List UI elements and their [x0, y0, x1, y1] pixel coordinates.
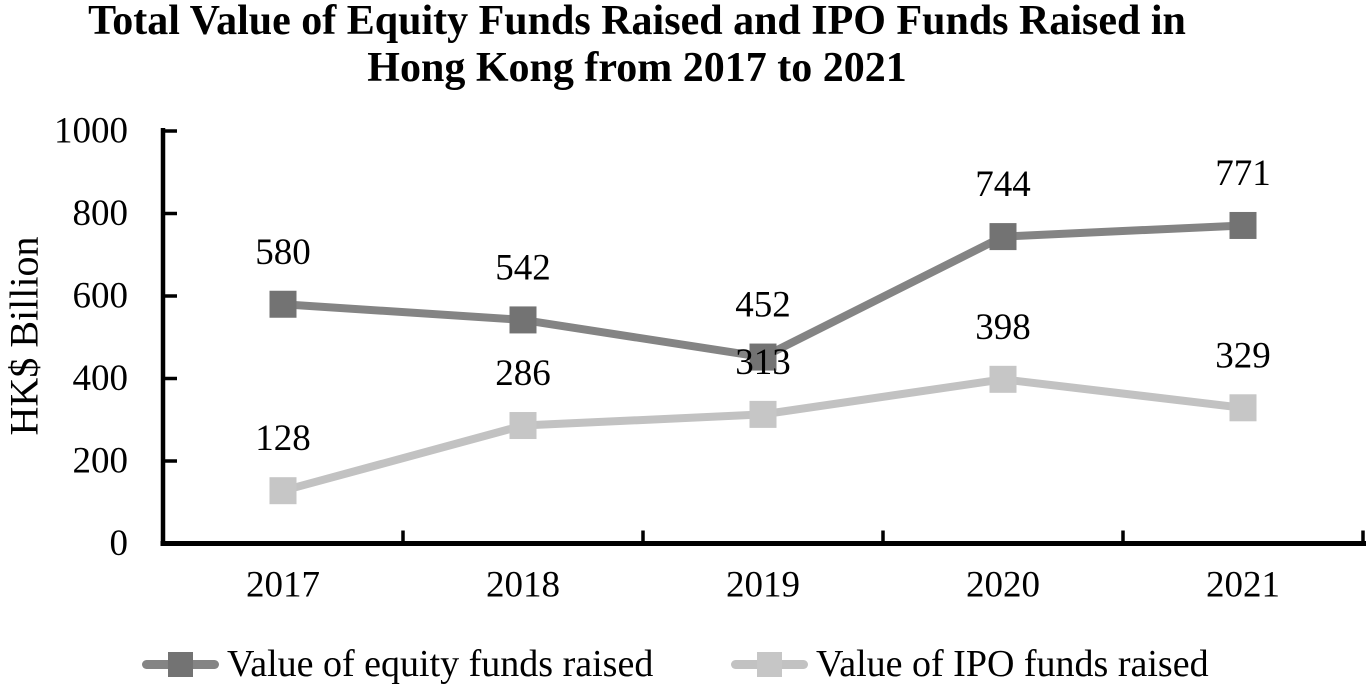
data-point-label: 542 — [495, 247, 551, 288]
y-tick-label: 1000 — [54, 111, 128, 152]
data-point-label: 329 — [1215, 335, 1271, 376]
chart-title-line2: Hong Kong from 2017 to 2021 — [367, 45, 907, 91]
y-axis-ticks: 0 200 400 600 800 1000 — [54, 111, 177, 564]
data-point-label: 398 — [975, 307, 1031, 348]
data-point-label: 313 — [735, 342, 791, 383]
data-point-label: 286 — [495, 353, 551, 394]
data-point-marker — [509, 306, 537, 334]
data-point-marker — [269, 290, 297, 318]
data-point-label: 580 — [255, 232, 311, 273]
x-tick-label: 2018 — [486, 565, 560, 606]
x-axis-ticks: 2017 2018 2019 2020 2021 — [246, 530, 1365, 606]
data-point-label: 771 — [1215, 153, 1271, 194]
legend-label-ipo-funds: Value of IPO funds raised — [816, 643, 1209, 685]
y-tick-label: 0 — [110, 523, 129, 564]
legend-item-equity-funds: Value of equity funds raised — [142, 641, 653, 687]
x-tick-label: 2021 — [1206, 565, 1280, 606]
data-point-marker — [749, 400, 777, 428]
y-tick-label: 400 — [73, 358, 129, 399]
data-point-marker — [989, 223, 1017, 251]
chart-title-line1: Total Value of Equity Funds Raised and I… — [88, 0, 1186, 44]
y-tick-label: 600 — [73, 276, 129, 317]
data-point-marker — [1229, 394, 1257, 422]
axes — [160, 128, 1366, 546]
x-tick-label: 2017 — [246, 565, 320, 606]
x-tick-label: 2020 — [966, 565, 1040, 606]
data-labels: 580 542 452 744 771 128 286 313 398 329 — [255, 153, 1271, 459]
data-point-label: 128 — [255, 418, 311, 459]
series-lines — [269, 211, 1257, 505]
chart-title: Total Value of Equity Funds Raised and I… — [0, 0, 1274, 92]
data-point-marker — [1229, 211, 1257, 239]
legend-label-equity-funds: Value of equity funds raised — [227, 643, 654, 685]
data-point-label: 452 — [735, 285, 791, 326]
data-point-marker — [509, 412, 537, 440]
legend: Value of equity funds raised Value of IP… — [0, 641, 1368, 687]
data-point-marker — [989, 365, 1017, 393]
y-tick-label: 200 — [73, 441, 129, 482]
data-point-marker — [269, 477, 297, 505]
legend-marker-ipo-icon — [731, 651, 808, 678]
data-point-marker — [749, 343, 777, 371]
series-line — [281, 375, 1244, 495]
legend-item-ipo-funds: Value of IPO funds raised — [731, 641, 1209, 687]
x-tick-label: 2019 — [726, 565, 800, 606]
legend-marker-equity-icon — [142, 651, 219, 678]
data-point-label: 744 — [975, 164, 1031, 205]
y-tick-label: 800 — [73, 193, 129, 234]
